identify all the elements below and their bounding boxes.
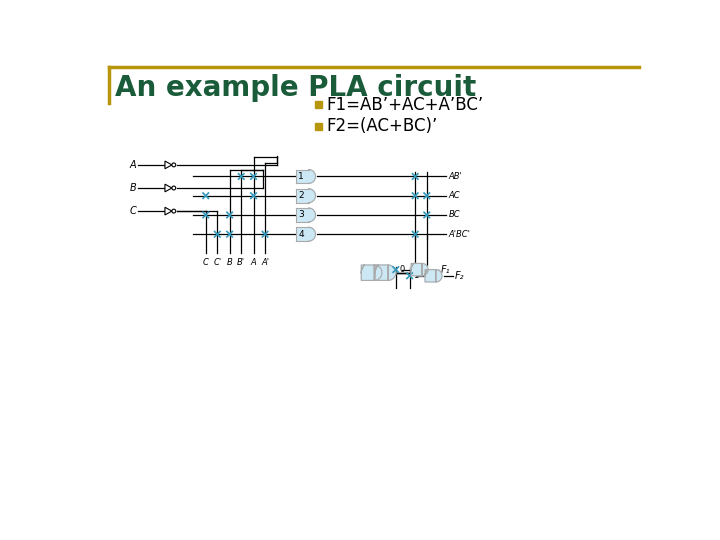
Text: 1: 1: [298, 172, 304, 181]
Polygon shape: [165, 207, 172, 215]
Text: 0: 0: [400, 265, 405, 274]
Text: 4: 4: [298, 230, 304, 239]
Bar: [315, 123, 322, 130]
Text: A: A: [130, 160, 137, 170]
Polygon shape: [309, 189, 315, 202]
Text: 3: 3: [298, 211, 304, 219]
Bar: [296, 189, 309, 202]
Text: B: B: [227, 258, 233, 267]
Text: B: B: [130, 183, 137, 193]
Text: AB': AB': [449, 172, 462, 181]
Bar: [315, 102, 322, 109]
Text: A': A': [261, 258, 269, 267]
Text: F₁: F₁: [441, 265, 450, 275]
Polygon shape: [411, 264, 428, 276]
Text: A'BC': A'BC': [449, 230, 470, 239]
Text: F₂: F₂: [454, 271, 464, 281]
Polygon shape: [425, 269, 442, 282]
Text: F2=(AC+BC)’: F2=(AC+BC)’: [327, 117, 438, 136]
Text: F1=AB’+AC+A’BC’: F1=AB’+AC+A’BC’: [327, 96, 484, 114]
Text: An example PLA circuit: An example PLA circuit: [115, 74, 476, 102]
Polygon shape: [165, 184, 172, 192]
Text: BC: BC: [449, 211, 460, 219]
Polygon shape: [309, 227, 315, 241]
Bar: [296, 170, 309, 184]
Polygon shape: [165, 161, 172, 168]
Text: C: C: [203, 258, 209, 267]
Text: 2: 2: [298, 191, 304, 200]
Text: C: C: [130, 206, 137, 216]
Text: C': C': [213, 258, 221, 267]
Polygon shape: [375, 265, 396, 280]
Text: 1: 1: [413, 271, 419, 280]
Polygon shape: [309, 208, 315, 222]
Text: AC: AC: [449, 191, 460, 200]
Text: A: A: [251, 258, 256, 267]
Bar: [296, 227, 309, 241]
Bar: [296, 208, 309, 222]
Polygon shape: [309, 170, 315, 184]
Text: B': B': [237, 258, 246, 267]
Polygon shape: [361, 265, 382, 280]
